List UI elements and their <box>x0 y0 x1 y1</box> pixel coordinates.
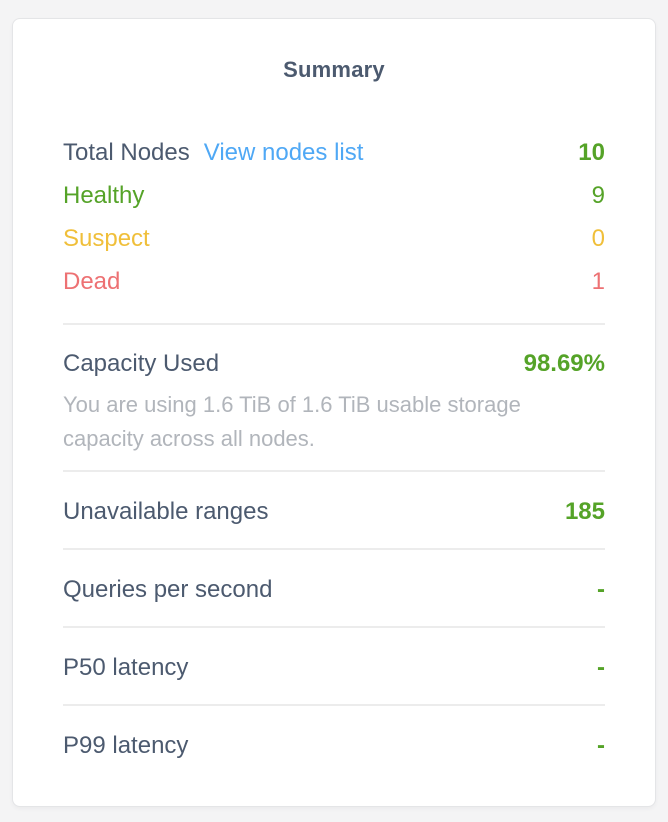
queries-per-second-row: Queries per second - <box>63 550 605 626</box>
divider <box>63 548 605 550</box>
capacity-section: Capacity Used 98.69% You are using 1.6 T… <box>63 325 605 470</box>
summary-panel: Summary Total Nodes View nodes list 10 H… <box>12 18 656 807</box>
suspect-nodes-row: Suspect 0 <box>63 217 605 260</box>
p99-latency-label: P99 latency <box>63 732 189 759</box>
unavailable-ranges-value: 185 <box>564 498 605 525</box>
total-nodes-label: Total Nodes <box>63 139 190 166</box>
divider <box>63 323 605 325</box>
suspect-label: Suspect <box>63 225 150 252</box>
healthy-value: 9 <box>591 182 605 209</box>
total-nodes-value: 10 <box>578 139 605 166</box>
queries-per-second-value: - <box>597 576 605 603</box>
capacity-description: You are using 1.6 TiB of 1.6 TiB usable … <box>63 392 521 451</box>
panel-title: Summary <box>283 57 385 82</box>
p50-latency-label: P50 latency <box>63 654 189 681</box>
divider <box>63 470 605 472</box>
suspect-value: 0 <box>591 225 605 252</box>
view-nodes-list-link[interactable]: View nodes list <box>203 139 364 166</box>
queries-per-second-label: Queries per second <box>63 576 273 603</box>
healthy-nodes-row: Healthy 9 <box>63 174 605 217</box>
capacity-used-label: Capacity Used <box>63 350 220 377</box>
nodes-section: Total Nodes View nodes list 10 Healthy 9… <box>63 131 605 303</box>
healthy-label: Healthy <box>63 182 145 209</box>
unavailable-ranges-label: Unavailable ranges <box>63 498 269 525</box>
capacity-used-value: 98.69% <box>523 350 605 377</box>
p50-latency-value: - <box>597 654 605 681</box>
dead-value: 1 <box>591 268 605 295</box>
capacity-used-row: Capacity Used 98.69% <box>63 349 605 379</box>
p99-latency-row: P99 latency - <box>63 706 605 782</box>
unavailable-ranges-row: Unavailable ranges 185 <box>63 472 605 548</box>
p99-latency-value: - <box>597 732 605 759</box>
divider <box>63 626 605 628</box>
dead-label: Dead <box>63 268 121 295</box>
p50-latency-row: P50 latency - <box>63 628 605 704</box>
spacer <box>63 303 605 323</box>
divider <box>63 704 605 706</box>
dead-nodes-row: Dead 1 <box>63 260 605 303</box>
total-nodes-row: Total Nodes View nodes list 10 <box>63 131 605 174</box>
